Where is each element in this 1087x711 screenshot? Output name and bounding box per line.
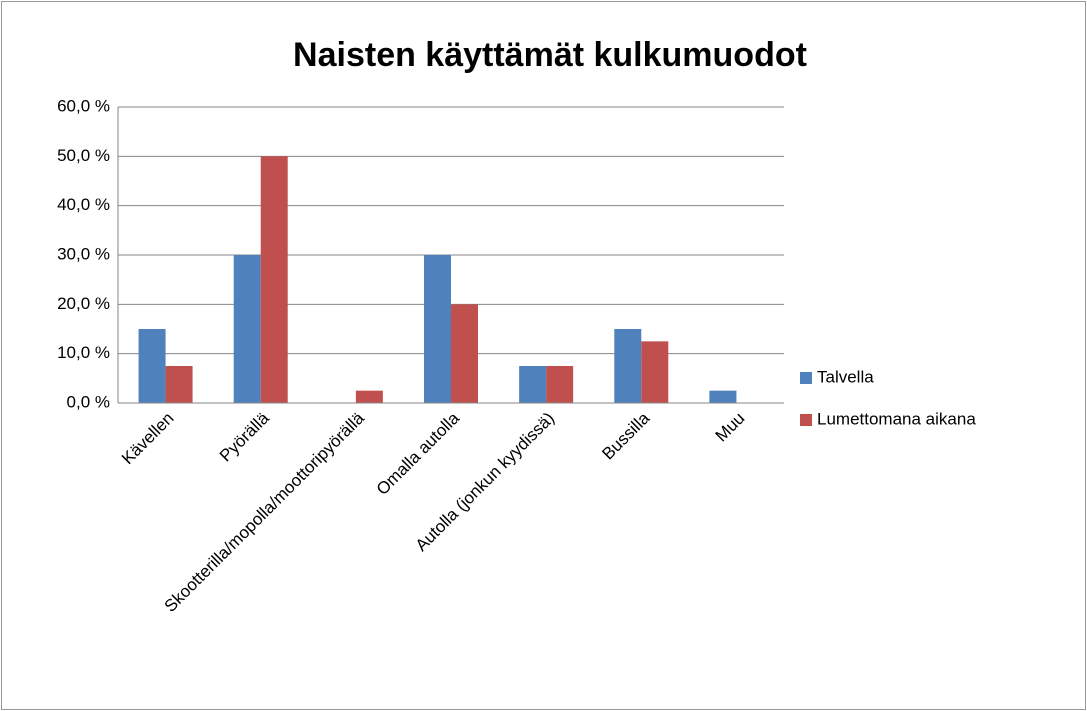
bar (641, 341, 669, 403)
bar (614, 329, 642, 403)
legend-swatch (800, 372, 812, 384)
legend-label: Lumettomana aikana (817, 409, 976, 428)
y-tick-label: 20,0 % (57, 294, 110, 313)
bar (233, 255, 261, 403)
y-tick-label: 40,0 % (57, 195, 110, 214)
bar (451, 304, 478, 403)
y-tick-label: 0,0 % (67, 392, 110, 411)
bar (355, 390, 383, 403)
bar (260, 156, 288, 403)
y-tick-label: 30,0 % (57, 244, 110, 263)
bar (165, 366, 193, 403)
legend-label: Talvella (817, 367, 874, 386)
y-tick-label: 50,0 % (57, 146, 110, 165)
bar (709, 390, 737, 403)
bar (424, 255, 451, 403)
y-tick-label: 10,0 % (57, 343, 110, 362)
bar (546, 366, 574, 403)
bar (519, 366, 547, 403)
y-tick-label: 60,0 % (57, 96, 110, 115)
legend-swatch (800, 414, 812, 426)
bar (138, 329, 166, 403)
chart-title: Naisten käyttämät kulkumuodot (293, 36, 807, 74)
